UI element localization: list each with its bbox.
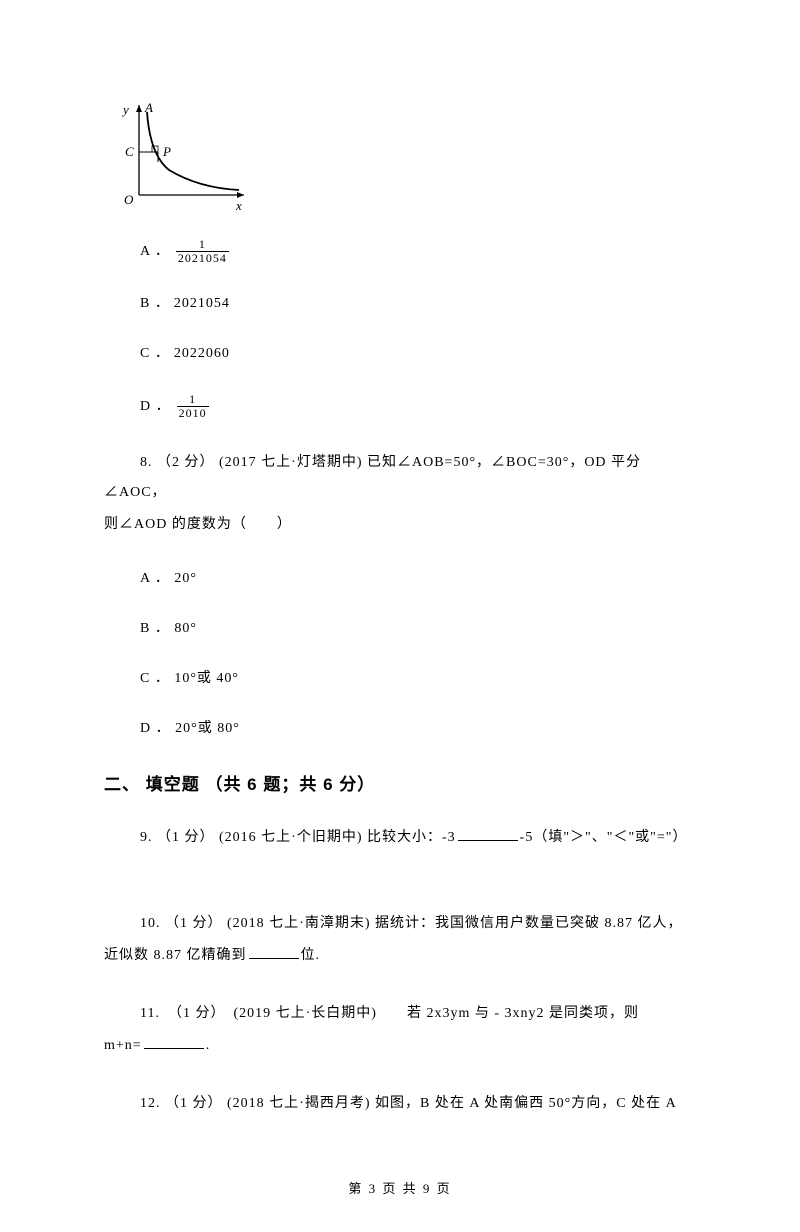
q10-post: 位. — [301, 948, 321, 963]
axis-y-label: y — [123, 102, 129, 118]
option-prefix: B ． — [140, 293, 170, 315]
q9-text: 9. （1 分） (2016 七上·个旧期中) 比较大小：-3 -5（填"＞"、"… — [104, 823, 696, 853]
q10-text-line2: 近似数 8.87 亿精确到 位. — [104, 941, 696, 971]
option-prefix: A ． — [140, 241, 170, 263]
q11-text-line2: m+n=. — [104, 1031, 696, 1061]
q8-text-line1: 8. （2 分） (2017 七上·灯塔期中) 已知∠AOB=50°，∠BOC=… — [104, 448, 696, 508]
q8-text-line2: 则∠AOD 的度数为（ ） — [104, 510, 696, 540]
fraction: 1 2021054 — [176, 238, 229, 265]
q11-pre: m+n= — [104, 1038, 142, 1053]
option-prefix: C ． — [140, 343, 170, 365]
option-text: 2021054 — [174, 293, 230, 315]
page-footer: 第 3 页 共 9 页 — [0, 1178, 800, 1197]
fraction: 1 2010 — [177, 393, 209, 420]
q12-text-line1: 12. （1 分） (2018 七上·揭西月考) 如图，B 处在 A 处南偏西 … — [104, 1089, 696, 1119]
q8-option-d: D ． 20°或 80° — [140, 718, 696, 740]
option-prefix: D ． — [140, 396, 171, 418]
q9-pre: 9. （1 分） (2016 七上·个旧期中) 比较大小：-3 — [140, 830, 456, 845]
q7-option-d: D ． 1 2010 — [140, 393, 696, 420]
point-p-label: P — [163, 144, 171, 160]
axis-x-label: x — [236, 198, 242, 214]
origin-label: O — [124, 192, 133, 208]
q7-option-c: C ． 2022060 — [140, 343, 696, 365]
q8-option-b: B ． 80° — [140, 618, 696, 640]
section-2-header: 二、 填空题 （共 6 题；共 6 分） — [104, 770, 696, 795]
fill-blank[interactable] — [144, 1035, 204, 1049]
q7-graph: y A C P O x — [114, 100, 254, 210]
q8-option-a: A ． 20° — [140, 568, 696, 590]
q10-pre: 近似数 8.87 亿精确到 — [104, 948, 247, 963]
option-text: 2022060 — [174, 343, 230, 365]
q8-option-c: C ． 10°或 40° — [140, 668, 696, 690]
point-c-label: C — [125, 144, 134, 160]
q7-option-b: B ． 2021054 — [140, 293, 696, 315]
fill-blank[interactable] — [458, 827, 518, 841]
q7-option-a: A ． 1 2021054 — [140, 238, 696, 265]
q10-text-line1: 10. （1 分） (2018 七上·南漳期末) 据统计：我国微信用户数量已突破… — [104, 909, 696, 939]
q9-post: -5（填"＞"、"＜"或"="） — [520, 830, 688, 845]
q11-post: . — [206, 1038, 211, 1053]
fill-blank[interactable] — [249, 945, 299, 959]
q11-text-line1: 11. （1 分） (2019 七上·长白期中) 若 2x3ym 与 - 3xn… — [104, 999, 696, 1029]
point-a-label: A — [145, 100, 153, 116]
